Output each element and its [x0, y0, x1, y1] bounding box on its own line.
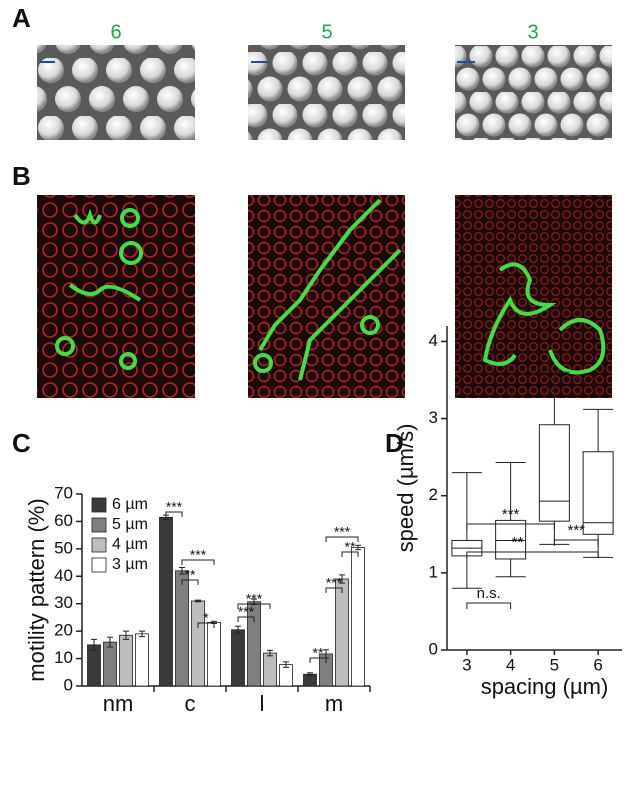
- y-axis-label: motility pattern (%): [24, 498, 49, 681]
- significance-bracket: [181, 559, 215, 565]
- bar: [351, 547, 365, 687]
- x-tick-label: 4: [506, 655, 515, 674]
- image-label: 5: [321, 21, 332, 43]
- x-tick-label: m: [325, 691, 343, 716]
- panel-label: B: [12, 161, 31, 191]
- error-bar: [307, 672, 313, 677]
- y-tick-label: 1: [429, 562, 438, 581]
- significance-label: ***: [326, 575, 343, 591]
- significance-bracket: [325, 587, 343, 593]
- bar: [135, 633, 149, 687]
- significance-bracket: [466, 523, 555, 530]
- bar: [175, 570, 189, 687]
- significance-bracket: [553, 539, 599, 546]
- box: [495, 519, 527, 560]
- significance-bracket: [237, 603, 271, 609]
- image-label: 3: [527, 21, 538, 43]
- x-tick-label: 6: [593, 655, 602, 674]
- significance-bracket: [197, 622, 215, 628]
- y-tick-label: 20: [54, 621, 73, 640]
- bar: [159, 516, 173, 687]
- error-bar: [91, 638, 97, 651]
- error-bar: [139, 630, 145, 638]
- y-tick-label: 4: [429, 331, 438, 350]
- y-tick-label: 50: [54, 538, 73, 557]
- y-axis-label: speed (µm/s): [393, 424, 418, 553]
- y-tick-label: 0: [429, 639, 438, 658]
- significance-label: **: [512, 534, 524, 551]
- error-bar: [283, 661, 289, 668]
- y-tick-label: 3: [429, 408, 438, 427]
- y-tick-label: 40: [54, 566, 73, 585]
- significance-label: **: [345, 539, 356, 555]
- legend-label: 4 µm: [112, 536, 148, 553]
- legend-label: 6 µm: [112, 496, 148, 513]
- box: [538, 424, 570, 522]
- x-tick-label: l: [260, 691, 265, 716]
- significance-bracket: [466, 602, 512, 609]
- box: [582, 451, 614, 535]
- legend-swatch: [91, 537, 107, 553]
- bar: [103, 641, 117, 687]
- bar: [119, 634, 133, 687]
- bar: [263, 652, 277, 687]
- significance-label: *: [203, 610, 209, 626]
- error-bar: [107, 636, 113, 648]
- significance-label: ***: [238, 604, 255, 620]
- y-tick-label: 60: [54, 511, 73, 530]
- bar: [87, 644, 101, 687]
- legend-swatch: [91, 557, 107, 573]
- error-bar: [195, 599, 201, 603]
- significance-bracket: [181, 579, 199, 585]
- panel-label: A: [12, 3, 31, 33]
- error-bar: [355, 544, 361, 551]
- significance-bracket: [165, 511, 183, 517]
- significance-bracket: [325, 536, 359, 542]
- significance-label: **: [185, 567, 196, 583]
- error-bar: [267, 649, 273, 657]
- image-label: 6: [110, 21, 121, 43]
- x-tick-label: 3: [462, 655, 471, 674]
- error-bar: [235, 625, 241, 634]
- significance-bracket: [309, 657, 327, 663]
- significance-label: ***: [166, 499, 183, 515]
- panel-label: C: [12, 428, 31, 458]
- y-tick-label: 10: [54, 648, 73, 667]
- x-axis-label: spacing (µm): [481, 674, 609, 699]
- error-bar: [339, 574, 345, 584]
- significance-label: n.s.: [477, 585, 501, 602]
- x-tick-label: 5: [550, 655, 559, 674]
- y-tick-label: 30: [54, 593, 73, 612]
- error-bar: [123, 630, 129, 640]
- significance-label: **: [313, 645, 324, 661]
- legend-swatch: [91, 517, 107, 533]
- y-tick-label: 0: [64, 675, 73, 694]
- bar: [231, 629, 245, 687]
- panel-label: D: [385, 428, 404, 458]
- y-tick-label: 70: [54, 483, 73, 502]
- panel-b-images: [37, 195, 612, 398]
- panel-a-images: [37, 45, 612, 140]
- significance-bracket: [466, 551, 599, 558]
- significance-label: ***: [246, 591, 263, 607]
- significance-label: ***: [190, 547, 207, 563]
- bar: [207, 621, 221, 687]
- y-tick-label: 2: [429, 485, 438, 504]
- significance-bracket: [341, 551, 359, 557]
- legend-swatch: [91, 497, 107, 513]
- error-bar: [179, 567, 185, 575]
- significance-label: ***: [567, 522, 585, 539]
- legend-label: 3 µm: [112, 556, 148, 573]
- x-tick-label: nm: [103, 691, 134, 716]
- legend-label: 5 µm: [112, 516, 148, 533]
- significance-label: ***: [334, 524, 351, 540]
- significance-bracket: [237, 616, 255, 622]
- x-tick-label: c: [185, 691, 196, 716]
- bar: [335, 578, 349, 687]
- significance-label: ***: [502, 506, 520, 523]
